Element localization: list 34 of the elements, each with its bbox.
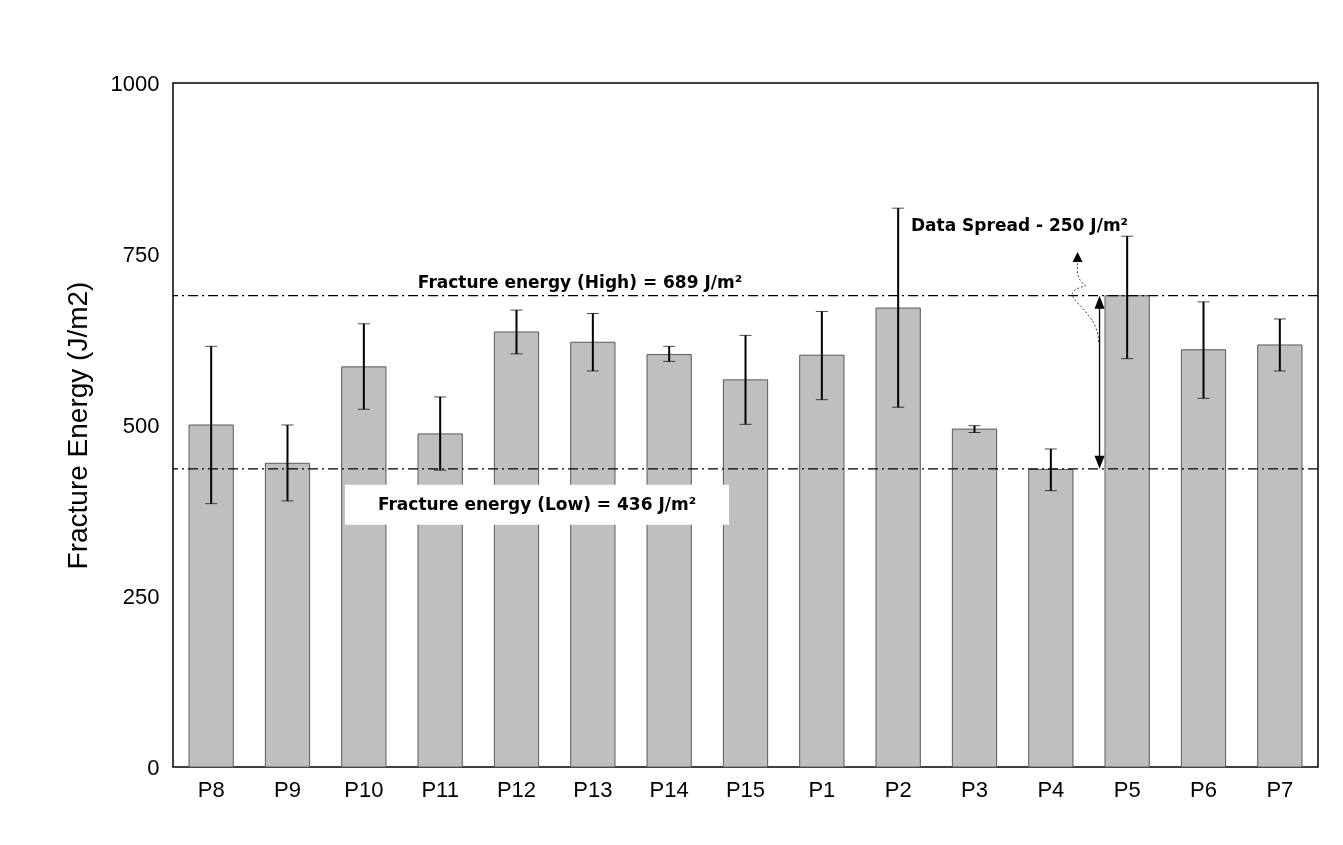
bar [1028,468,1074,768]
x-tick-label: P5 [1113,776,1141,802]
x-tick-label: P9 [274,776,301,802]
bar [722,379,769,768]
bar [1257,344,1303,768]
x-tick-label: P8 [197,776,225,802]
bar [188,424,234,768]
bar [875,307,921,768]
y-tick-label: 250 [122,583,160,609]
x-tick-label: P11 [421,776,459,802]
y-tick-label: 0 [147,754,160,780]
x-tick-label: P2 [884,776,912,802]
x-tick-label: P6 [1190,776,1217,802]
x-tick-label: P1 [808,776,836,802]
x-tick-label: P13 [573,776,613,802]
annotation: Data Spread - 250 J/m² [911,215,1129,235]
ref-line-label: Fracture energy (Low) = 436 J/m² [377,493,697,514]
x-tick-label: P7 [1266,776,1294,802]
bar [1104,295,1150,768]
x-tick-label: P10 [344,776,384,802]
x-tick-label: P14 [649,776,689,802]
y-tick-label: 500 [122,412,160,438]
bar [1180,349,1227,768]
y-tick-label: 750 [122,241,160,267]
bar [799,354,845,768]
x-tick-label: P4 [1037,776,1065,802]
x-tick-label: P12 [496,776,537,802]
bar [951,428,998,768]
x-tick-label: P15 [725,776,766,802]
y-tick-label: 1000 [110,70,160,96]
y-axis-title: Fracture Energy (J/m2) [61,281,93,570]
x-tick-label: P3 [961,776,988,802]
bar [264,462,311,768]
ref-line-label: Fracture energy (High) = 689 J/m² [417,271,743,292]
